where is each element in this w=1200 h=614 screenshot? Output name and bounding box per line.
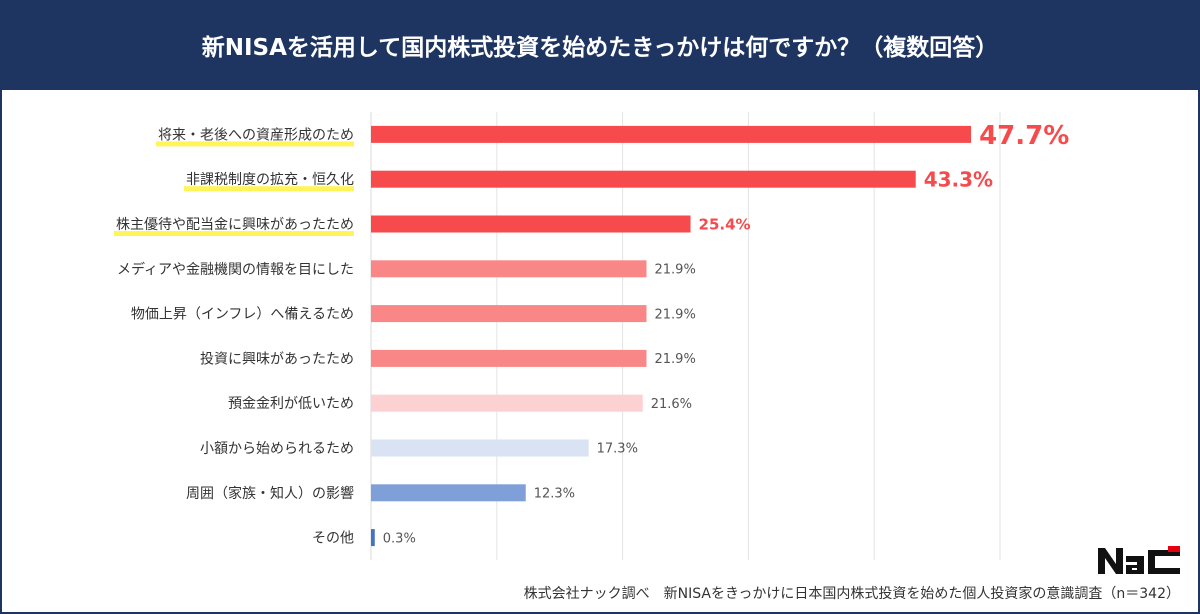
bar: [371, 125, 972, 143]
data-label: 47.7%: [979, 121, 1069, 151]
data-label: 0.3%: [383, 531, 416, 546]
category-label: 将来・老後への資産形成のため: [158, 127, 354, 143]
category-label: 預金金利が低いため: [228, 396, 354, 412]
data-label: 12.3%: [534, 486, 575, 501]
bar: [371, 484, 526, 502]
label-highlight: [114, 231, 354, 236]
bar: [371, 260, 647, 278]
bar: [371, 529, 375, 547]
category-label: 周囲（家族・知人）の影響: [186, 485, 354, 502]
category-label: 株主優待や配当金に興味があったため: [116, 217, 354, 233]
label-highlight: [156, 141, 354, 147]
data-label: 21.9%: [655, 262, 696, 277]
chart-title: 新NISAを活用して国内株式投資を始めたきっかけは何ですか？（複数回答）: [0, 0, 1200, 90]
data-label: 21.9%: [655, 307, 696, 322]
bar: [371, 394, 643, 412]
category-label: 物価上昇（インフレ）へ備えるため: [131, 307, 354, 323]
category-label: 投資に興味があったため: [200, 351, 354, 367]
bar: [371, 215, 691, 233]
nac-logo: [1098, 546, 1180, 574]
category-label: その他: [312, 531, 354, 547]
bar: [371, 439, 589, 457]
category-label: メディアや金融機関の情報を目にした: [117, 261, 354, 278]
label-highlight: [184, 186, 354, 192]
data-label: 21.9%: [655, 352, 696, 367]
category-label: 非課税制度の拡充・恒久化: [186, 172, 354, 188]
data-label: 43.3%: [924, 167, 993, 191]
data-label: 21.6%: [651, 397, 692, 412]
category-label: 小額から始められるため: [200, 441, 354, 457]
data-label: 17.3%: [597, 442, 638, 457]
bar: [371, 305, 647, 323]
data-label: 25.4%: [699, 215, 751, 233]
bar: [371, 349, 647, 367]
source-note: 株式会社ナック調べ 新NISAをきっかけに日本国内株式投資を始めた個人投資家の意…: [523, 586, 1180, 602]
bar: [371, 170, 916, 188]
